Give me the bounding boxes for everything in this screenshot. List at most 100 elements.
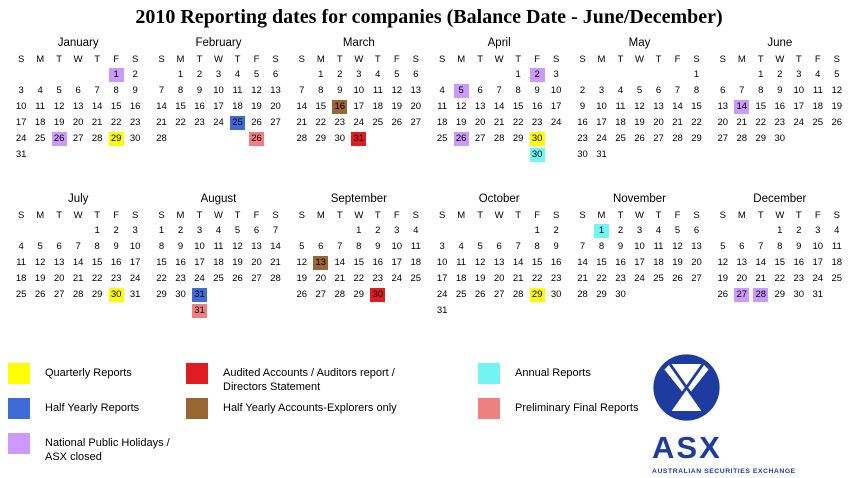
weekday-label: M xyxy=(737,54,746,65)
day-cell: 22 xyxy=(152,271,171,287)
day-cell: 29 xyxy=(88,287,107,303)
weekday-label: W xyxy=(635,54,644,65)
day-cell: 27 xyxy=(247,271,266,287)
day-number: 22 xyxy=(156,273,167,284)
week-row: 14 15 16 17 18 19 20 xyxy=(292,99,425,115)
day-number: 8 xyxy=(534,241,540,252)
empty-cell xyxy=(368,131,387,147)
day-number: 25 xyxy=(615,133,626,144)
day-cell: 4 xyxy=(433,83,452,99)
day-number: 21 xyxy=(72,273,84,284)
day-number: 2 xyxy=(796,225,802,236)
day-cell: 3 xyxy=(349,67,368,83)
day-cell: 15 xyxy=(88,255,107,271)
day-number: 6 xyxy=(477,85,483,96)
day-number: 9 xyxy=(617,241,624,252)
day-cell: 23 xyxy=(171,271,190,287)
day-cell: 14 xyxy=(509,255,528,271)
page-title: 2010 Reporting dates for companies (Bala… xyxy=(135,6,723,28)
empty-cell xyxy=(573,67,592,83)
day-number: 28 xyxy=(736,133,748,144)
day-cell: 16 xyxy=(528,99,547,115)
day-29-quarterly: 29 xyxy=(108,132,124,146)
week-row: 11 12 13 14 15 16 17 xyxy=(433,99,566,115)
day-cell: 23 xyxy=(770,115,789,131)
day-cell: 2 xyxy=(611,223,630,239)
week-row: 21 22 23 24 25 26 27 xyxy=(152,115,285,131)
day-number: 27 xyxy=(270,117,281,128)
day-cell: 28 xyxy=(732,131,751,147)
day-30-quarterly: 30 xyxy=(108,288,124,302)
day-cell: 10 xyxy=(12,99,31,115)
day-cell: 28 xyxy=(88,131,107,147)
day-31-preliminary: 31 xyxy=(191,304,207,318)
day-number: 25 xyxy=(812,117,824,128)
week-row: 16 17 18 19 20 21 22 xyxy=(573,115,706,131)
day-cell: 17 xyxy=(209,99,228,115)
day-cell: 15 xyxy=(152,255,171,271)
day-number: 3 xyxy=(815,225,821,236)
day-cell: 28 xyxy=(490,131,509,147)
day-cell: 8 xyxy=(88,239,107,255)
day-number: 13 xyxy=(72,101,84,112)
day-number: 23 xyxy=(550,273,562,284)
day-number: 15 xyxy=(315,101,327,112)
day-number: 6 xyxy=(720,85,726,96)
day-number: 20 xyxy=(410,101,422,112)
day-cell: 7 xyxy=(668,83,687,99)
day-number: 23 xyxy=(129,117,141,128)
day-cell: 18 xyxy=(827,255,846,271)
empty-cell xyxy=(387,287,406,303)
day-cell: 25 xyxy=(209,271,228,287)
weekday-label: S xyxy=(719,54,726,65)
day-number: 3 xyxy=(215,69,222,80)
day-number: 18 xyxy=(15,273,27,284)
day-number: 10 xyxy=(596,101,607,112)
day-number: 18 xyxy=(831,257,843,268)
day-number: 10 xyxy=(213,85,224,96)
empty-cell xyxy=(406,287,425,303)
empty-cell xyxy=(12,223,31,239)
day-number: 14 xyxy=(296,101,308,112)
day-number: 20 xyxy=(474,117,486,128)
day-cell: 16 xyxy=(789,255,808,271)
day-cell: 17 xyxy=(547,99,566,115)
empty-cell xyxy=(452,67,471,83)
empty-cell xyxy=(611,67,630,83)
day-cell: 6 xyxy=(266,67,285,83)
day-number: 12 xyxy=(634,101,645,112)
day-number: 25 xyxy=(15,289,27,300)
day-number: 26 xyxy=(634,133,645,144)
day-number: 13 xyxy=(410,85,422,96)
day-cell: 1 xyxy=(88,223,107,239)
day-cell: 27 xyxy=(687,271,706,287)
weekday-label: S xyxy=(158,210,165,221)
day-cell: 29 xyxy=(770,287,789,303)
empty-cell xyxy=(509,147,528,163)
day-number: 17 xyxy=(596,117,607,128)
month-july: July S M T W T F S 1 2 3 4 5 6 7 8 9 10 11 12 13 14 15 16 17 18 19… xyxy=(8,193,148,319)
day-number: 13 xyxy=(493,257,505,268)
day-number: 8 xyxy=(94,241,100,252)
day-number: 12 xyxy=(474,257,486,268)
weekday-label: S xyxy=(17,210,25,221)
day-number: 9 xyxy=(337,85,343,96)
day-number: 6 xyxy=(253,225,260,236)
day-cell: 3 xyxy=(126,223,145,239)
day-cell: 25 xyxy=(12,287,31,303)
weekday-label: S xyxy=(272,54,279,65)
day-cell: 11 xyxy=(31,99,50,115)
day-number: 20 xyxy=(72,117,84,128)
month-title: September xyxy=(330,193,387,205)
week-row: 14 15 16 17 18 19 20 xyxy=(152,99,285,115)
legend-swatch-audited xyxy=(186,363,208,384)
day-number: 29 xyxy=(774,289,786,300)
empty-cell xyxy=(687,147,706,163)
month-grid: S M T W T F S 1 2 3 4 5 6 7 8 9 10 11 12 13 14 15 16 17 18 19 20 21… xyxy=(433,208,566,319)
day-number: 1 xyxy=(94,225,100,236)
day-cell: 11 xyxy=(452,255,471,271)
day-29-quarterly: 29 xyxy=(529,288,545,302)
